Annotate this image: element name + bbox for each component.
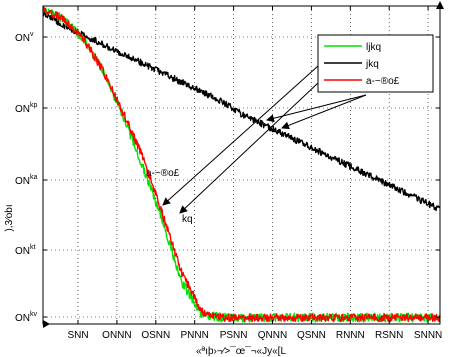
x-tick-label: QSNN bbox=[297, 330, 326, 341]
annotation-label: a-~®o£ bbox=[146, 168, 180, 179]
x-tick-label: RNNN bbox=[336, 330, 365, 341]
x-tick-label: PNNN bbox=[181, 330, 209, 341]
x-axis-arrow bbox=[43, 320, 50, 328]
x-tick-label: SNNN bbox=[414, 330, 442, 341]
ticks: SNN ONNN OSNN PNNN PSNN QNNN QSNN RNNN RSNN SNNN O… bbox=[15, 1, 444, 341]
x-tick-label: PSNN bbox=[220, 330, 248, 341]
annotation-arrow bbox=[281, 94, 367, 130]
x-tick-label: QNNN bbox=[258, 330, 287, 341]
y-tick-label: ONkv bbox=[15, 311, 38, 324]
y-tick-label: ONkp bbox=[15, 102, 38, 115]
y-tick-label: ONka bbox=[15, 174, 38, 187]
series-layer bbox=[42, 5, 441, 323]
annotation-arrow bbox=[266, 94, 367, 123]
x-tick-label: ONNN bbox=[102, 330, 131, 341]
plot-frame bbox=[42, 5, 441, 325]
legend-label: a-~®o£ bbox=[366, 76, 400, 87]
annotation-arrow bbox=[162, 65, 319, 206]
annotation-arrow bbox=[179, 82, 319, 214]
series-line-1 bbox=[42, 9, 441, 212]
legend: ljkq jkq a-~®o£ bbox=[317, 34, 434, 93]
legend-label: jkq bbox=[365, 59, 379, 70]
x-tick-label: RSNN bbox=[375, 330, 403, 341]
y-axis-title: ),3⁄obı bbox=[4, 204, 15, 231]
annotation-layer: a-~®o£ kq bbox=[146, 65, 367, 225]
y-axis-arrow bbox=[436, 1, 444, 9]
x-tick-label: SNN bbox=[67, 330, 88, 341]
annotation-label: kq bbox=[182, 214, 193, 225]
legend-label: ljkq bbox=[366, 42, 381, 53]
y-tick-label: ONv bbox=[15, 31, 34, 44]
x-tick-label: OSNN bbox=[141, 330, 170, 341]
series-line-2 bbox=[42, 5, 441, 323]
x-axis-title: «ªıþ›¬∕>¯œ¯¬«Jy«[L bbox=[196, 345, 287, 357]
y-tick-label: ONkt bbox=[15, 244, 36, 257]
